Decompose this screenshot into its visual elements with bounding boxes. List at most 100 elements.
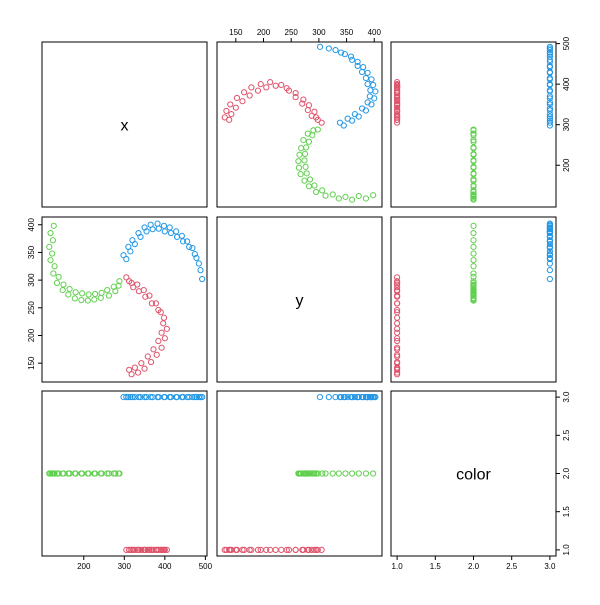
point xyxy=(470,250,477,257)
point xyxy=(546,244,553,252)
point xyxy=(305,183,313,190)
point xyxy=(135,288,142,295)
point xyxy=(78,470,85,477)
x-tick-label: 200 xyxy=(77,562,91,571)
point xyxy=(298,470,305,477)
point xyxy=(336,119,344,126)
point xyxy=(394,306,401,314)
point xyxy=(364,69,371,76)
point xyxy=(298,145,305,152)
point xyxy=(306,176,314,183)
point xyxy=(318,119,325,126)
point xyxy=(283,85,290,92)
point xyxy=(470,222,477,229)
point xyxy=(137,233,144,241)
point xyxy=(546,117,553,124)
y-tick-label: 350 xyxy=(27,245,36,259)
point xyxy=(319,187,326,194)
point xyxy=(295,164,303,171)
point xyxy=(394,292,401,299)
point xyxy=(470,195,477,202)
point xyxy=(161,335,168,342)
point xyxy=(299,100,306,107)
point xyxy=(84,470,91,477)
panel-frame xyxy=(216,216,383,383)
point xyxy=(470,278,477,285)
x-tick-label: 250 xyxy=(285,28,299,37)
point xyxy=(470,270,477,277)
point xyxy=(394,104,401,111)
point xyxy=(319,470,326,477)
point xyxy=(167,229,175,237)
point xyxy=(184,238,191,245)
point xyxy=(148,300,155,307)
point xyxy=(186,243,193,250)
point xyxy=(329,191,336,198)
point xyxy=(341,51,349,58)
x-tick-label: 300 xyxy=(118,562,132,571)
point xyxy=(316,43,324,50)
point xyxy=(470,164,477,171)
point xyxy=(302,163,309,170)
point xyxy=(143,394,150,401)
point xyxy=(394,116,401,123)
point xyxy=(50,270,57,277)
variable-label: y xyxy=(296,293,304,310)
point xyxy=(303,170,310,177)
point xyxy=(199,275,206,283)
point xyxy=(349,470,356,477)
point xyxy=(362,74,370,82)
point xyxy=(149,226,156,233)
point xyxy=(546,241,553,248)
point xyxy=(305,138,313,145)
point xyxy=(161,228,168,235)
point xyxy=(239,98,246,105)
point xyxy=(310,127,317,134)
panel-frame xyxy=(41,216,208,383)
point xyxy=(123,255,130,263)
point xyxy=(308,112,315,119)
point xyxy=(470,237,477,244)
point xyxy=(394,329,401,336)
point xyxy=(308,546,315,553)
x-tick-label: 200 xyxy=(257,28,271,37)
y-tick-label: 2.5 xyxy=(562,429,571,441)
point xyxy=(351,111,358,118)
point xyxy=(340,122,347,129)
point xyxy=(141,365,148,372)
point xyxy=(354,58,361,65)
point xyxy=(116,278,123,285)
point xyxy=(152,300,160,307)
point xyxy=(49,250,56,257)
point xyxy=(123,394,130,401)
x-tick-label: 400 xyxy=(368,28,382,37)
point xyxy=(311,182,318,189)
point xyxy=(470,292,477,299)
point xyxy=(131,241,138,248)
point xyxy=(546,105,553,112)
x-tick-label: 150 xyxy=(229,28,243,37)
point xyxy=(278,546,285,553)
point xyxy=(341,394,349,401)
panel-frame xyxy=(41,41,208,208)
x-tick-label: 2.0 xyxy=(468,562,480,571)
point xyxy=(134,369,142,376)
y-tick-label: 1.5 xyxy=(562,506,571,518)
point xyxy=(278,81,285,89)
point xyxy=(147,546,155,553)
point xyxy=(195,260,202,267)
point xyxy=(257,546,264,553)
point xyxy=(59,286,66,294)
point xyxy=(304,130,311,137)
point xyxy=(368,76,375,83)
point xyxy=(301,157,308,164)
point xyxy=(135,394,142,401)
point xyxy=(115,470,122,477)
point xyxy=(394,94,401,102)
point xyxy=(546,119,553,126)
point xyxy=(50,222,57,229)
point xyxy=(295,158,302,165)
point xyxy=(394,325,401,332)
point xyxy=(355,470,362,477)
